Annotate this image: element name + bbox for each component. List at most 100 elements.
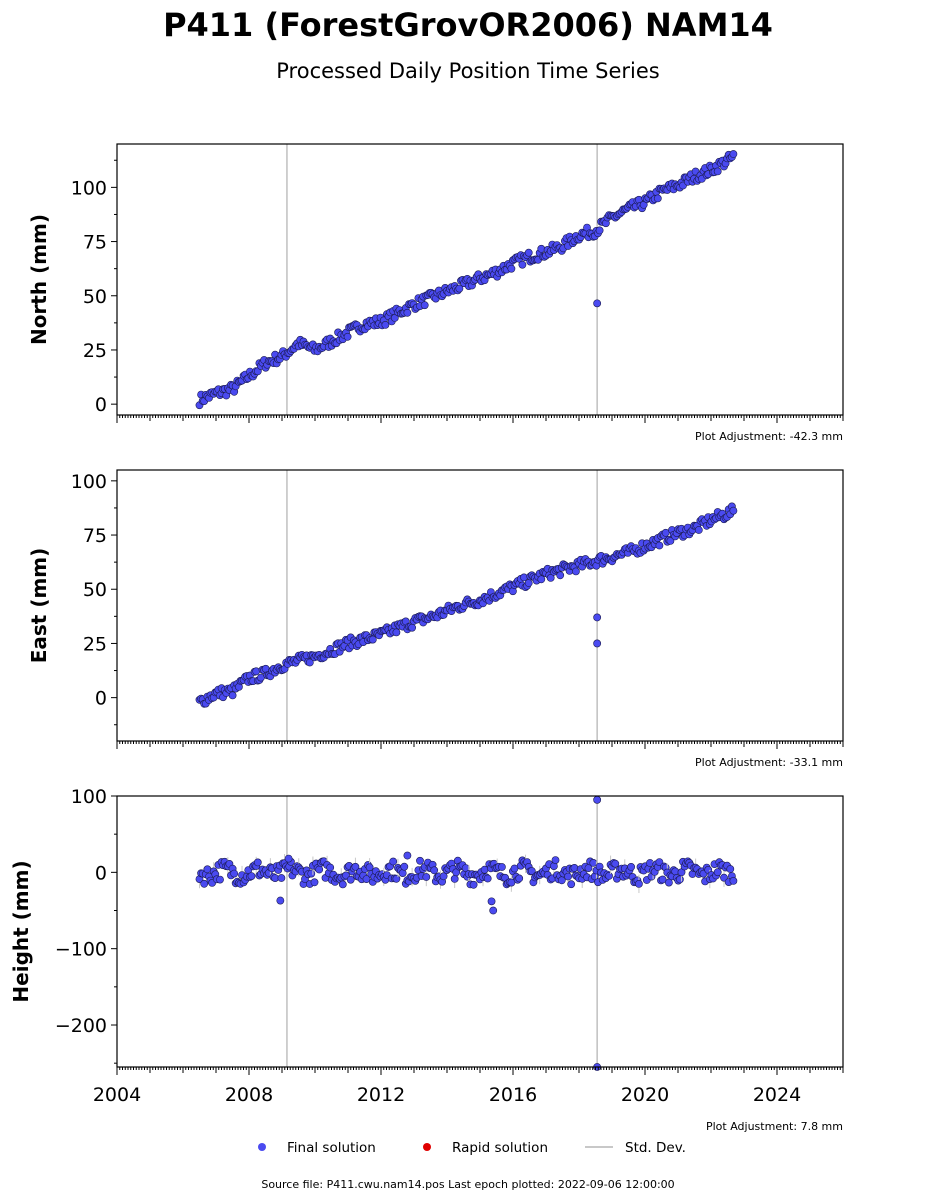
data-point — [430, 866, 439, 875]
y-tick-label: 0 — [95, 394, 107, 416]
data-point — [729, 506, 738, 515]
y-tick-label: 0 — [95, 862, 107, 884]
outlier-point — [276, 896, 285, 905]
data-point — [515, 874, 524, 883]
y-tick-label: −100 — [55, 939, 107, 961]
source-footer: Source file: P411.cwu.nam14.pos Last epo… — [261, 1178, 674, 1191]
x-tick-label: 2008 — [225, 1084, 273, 1106]
outlier-point — [284, 854, 293, 863]
data-point — [439, 872, 448, 881]
data-point — [398, 869, 407, 877]
data-point — [646, 859, 654, 867]
data-point — [605, 872, 613, 880]
data-point — [524, 579, 533, 587]
data-point — [537, 244, 546, 253]
data-point — [713, 167, 722, 176]
chart-subtitle: Processed Daily Position Time Series — [276, 59, 660, 83]
data-point — [729, 150, 738, 158]
data-point — [557, 876, 566, 885]
y-tick-label: 25 — [83, 633, 107, 655]
y-tick-label: 100 — [71, 471, 107, 493]
x-tick-label: 2012 — [357, 1084, 405, 1106]
data-point — [537, 575, 546, 584]
data-point — [403, 308, 412, 317]
data-point — [338, 880, 347, 889]
data-point — [567, 880, 576, 889]
data-point — [252, 667, 261, 676]
data-point — [713, 868, 722, 877]
x-tick-label: 2020 — [621, 1084, 669, 1106]
data-point — [507, 264, 516, 273]
data-point — [247, 872, 256, 880]
data-point — [469, 880, 478, 889]
data-point — [346, 875, 355, 884]
data-point — [518, 260, 527, 269]
final-solution-series — [195, 150, 738, 410]
data-point — [392, 628, 401, 637]
data-point — [497, 863, 506, 871]
data-point — [726, 865, 735, 873]
x-tick-label: 2016 — [489, 1084, 537, 1106]
data-point — [389, 857, 398, 866]
data-point — [305, 658, 314, 667]
data-point — [228, 691, 237, 700]
data-point — [408, 623, 416, 632]
data-point — [351, 862, 360, 871]
outlier-point — [593, 613, 602, 622]
final-solution-series — [195, 502, 738, 708]
north-panel: 0 25 50 75 100 North (mm) Plot Adjustment: -42… — [27, 143, 844, 443]
data-point — [381, 320, 390, 329]
y-axis-label: North (mm) — [27, 214, 51, 345]
final-solution-series — [195, 795, 738, 1071]
y-tick-label: 50 — [83, 579, 107, 601]
data-point — [450, 875, 459, 883]
outlier-point — [593, 299, 602, 308]
data-point — [572, 567, 580, 576]
data-point — [676, 875, 684, 884]
height-panel: −200 −100 0 100 2004 2008 2012 2016 2020 2024 Heig… — [9, 786, 844, 1133]
data-point — [627, 863, 635, 871]
legend-final-label: Final solution — [287, 1140, 376, 1156]
data-point — [310, 878, 319, 887]
data-point — [343, 332, 352, 341]
data-point — [422, 873, 431, 881]
data-point — [658, 875, 667, 884]
y-tick-label: 50 — [83, 286, 107, 308]
data-point — [570, 864, 579, 872]
legend-rapid-marker — [423, 1143, 431, 1151]
data-point — [277, 874, 286, 882]
y-tick-label: 75 — [83, 232, 107, 254]
data-point — [556, 571, 565, 580]
data-point — [365, 863, 374, 872]
y-axis-label: Height (mm) — [9, 860, 33, 1002]
data-point — [564, 872, 572, 881]
data-point — [595, 226, 604, 235]
legend-rapid-label: Rapid solution — [452, 1140, 548, 1156]
data-point — [653, 194, 662, 203]
data-point — [253, 858, 262, 867]
y-tick-label: 25 — [83, 340, 107, 362]
data-point — [589, 859, 598, 867]
y-tick-label: 0 — [95, 688, 107, 710]
outlier-point — [487, 897, 496, 906]
data-point — [230, 869, 239, 878]
plot-adjustment-note: Plot Adjustment: 7.8 mm — [706, 1120, 843, 1133]
data-point — [420, 301, 429, 310]
data-point — [368, 635, 377, 644]
data-point — [729, 877, 738, 885]
y-tick-label: 100 — [71, 177, 107, 199]
data-point — [694, 526, 703, 534]
outlier-point — [593, 795, 602, 804]
outlier-point — [403, 851, 412, 860]
y-tick-label: 75 — [83, 525, 107, 547]
outlier-point — [593, 639, 602, 648]
plot-adjustment-note: Plot Adjustment: -33.1 mm — [695, 756, 843, 769]
data-point — [400, 862, 409, 871]
data-point — [524, 248, 533, 257]
data-point — [326, 863, 335, 872]
x-tick-label: 2004 — [93, 1084, 141, 1106]
data-point — [655, 541, 664, 550]
x-tick-label: 2024 — [753, 1084, 801, 1106]
data-point — [416, 856, 424, 865]
